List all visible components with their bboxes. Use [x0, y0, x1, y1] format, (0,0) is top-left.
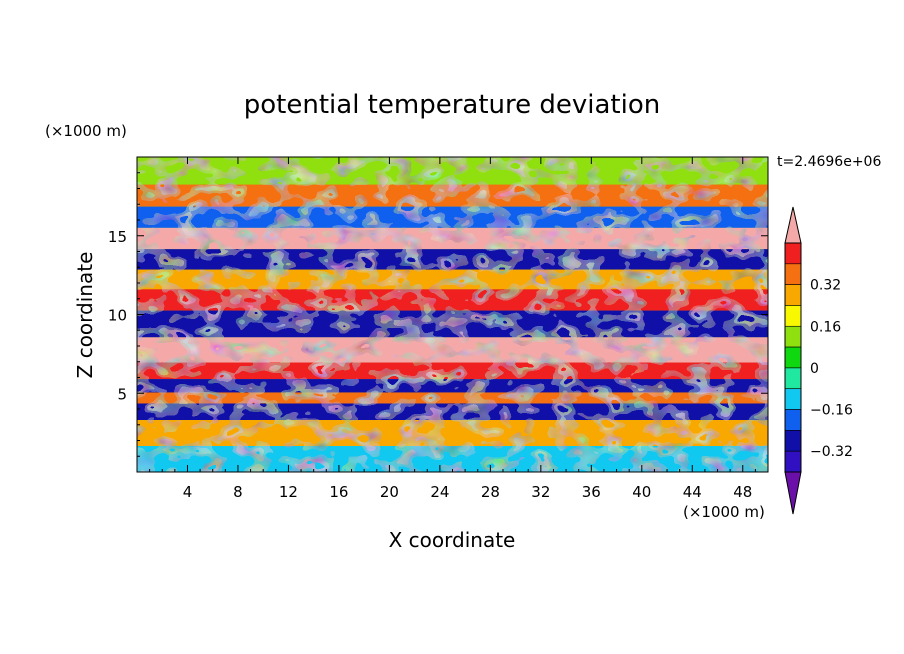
colorbar-segment — [784, 263, 802, 285]
x-tick-label: 36 — [582, 483, 601, 501]
x-tick-label: 32 — [531, 483, 550, 501]
colorbar-label: 0.16 — [810, 319, 841, 335]
x-tick-label: 44 — [683, 483, 702, 501]
x-tick-label: 20 — [380, 483, 399, 501]
y-tick-label: 5 — [117, 385, 127, 403]
colorbar-label: −0.16 — [810, 403, 853, 419]
chart-title: potential temperature deviation — [244, 90, 660, 120]
colorbar-label: 0 — [810, 361, 819, 377]
colorbar-segment — [784, 325, 802, 348]
y-axis-label: Z coordinate — [73, 252, 97, 379]
x-tick-label: 40 — [632, 483, 651, 501]
colorbar-segment — [784, 305, 802, 327]
colorbar-segment — [784, 284, 802, 306]
colorbar-segment — [784, 388, 802, 410]
x-axis-label: X coordinate — [389, 528, 516, 552]
colorbar-frame — [784, 242, 802, 473]
x-tick-label: 16 — [329, 483, 348, 501]
colorbar-bottom-triangle — [784, 471, 802, 515]
y-tick-label: 10 — [108, 307, 127, 325]
colorbar-top-triangle — [784, 206, 802, 244]
heatmap-area — [137, 157, 768, 472]
colorbar-label: −0.32 — [810, 444, 853, 460]
colorbar-segment — [784, 367, 802, 390]
y-tick-label: 15 — [108, 228, 127, 246]
heatmap-texture — [137, 157, 768, 472]
time-label: t=2.4696e+06 — [777, 154, 881, 170]
x-tick-label: 4 — [183, 483, 193, 501]
colorbar-segment — [784, 242, 802, 265]
colorbar: 0.32 0.16 0 −0.16 −0.32 — [784, 206, 853, 515]
x-unit-label: (×1000 m) — [683, 503, 765, 521]
colorbar-label: 0.32 — [810, 278, 841, 294]
x-tick-label: 12 — [279, 483, 298, 501]
colorbar-segment — [784, 409, 802, 431]
x-tick-label: 24 — [430, 483, 449, 501]
x-tick-label: 48 — [733, 483, 752, 501]
x-tick-label: 8 — [233, 483, 243, 501]
colorbar-segment — [784, 450, 802, 473]
y-unit-label: (×1000 m) — [45, 122, 127, 140]
colorbar-segment — [784, 430, 802, 452]
x-tick-label: 28 — [481, 483, 500, 501]
colorbar-segment — [784, 346, 802, 369]
